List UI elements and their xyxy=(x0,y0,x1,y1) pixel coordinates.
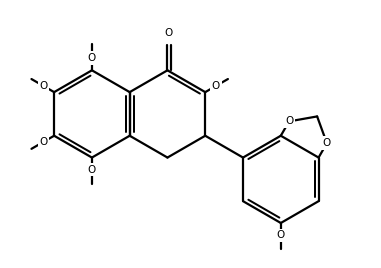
Text: O: O xyxy=(88,53,96,63)
Text: O: O xyxy=(323,138,331,148)
Text: O: O xyxy=(212,81,220,91)
Text: O: O xyxy=(39,137,48,147)
Text: O: O xyxy=(88,165,96,175)
Text: O: O xyxy=(285,116,293,126)
Text: O: O xyxy=(39,81,48,91)
Text: O: O xyxy=(277,230,285,240)
Text: O: O xyxy=(165,28,173,38)
